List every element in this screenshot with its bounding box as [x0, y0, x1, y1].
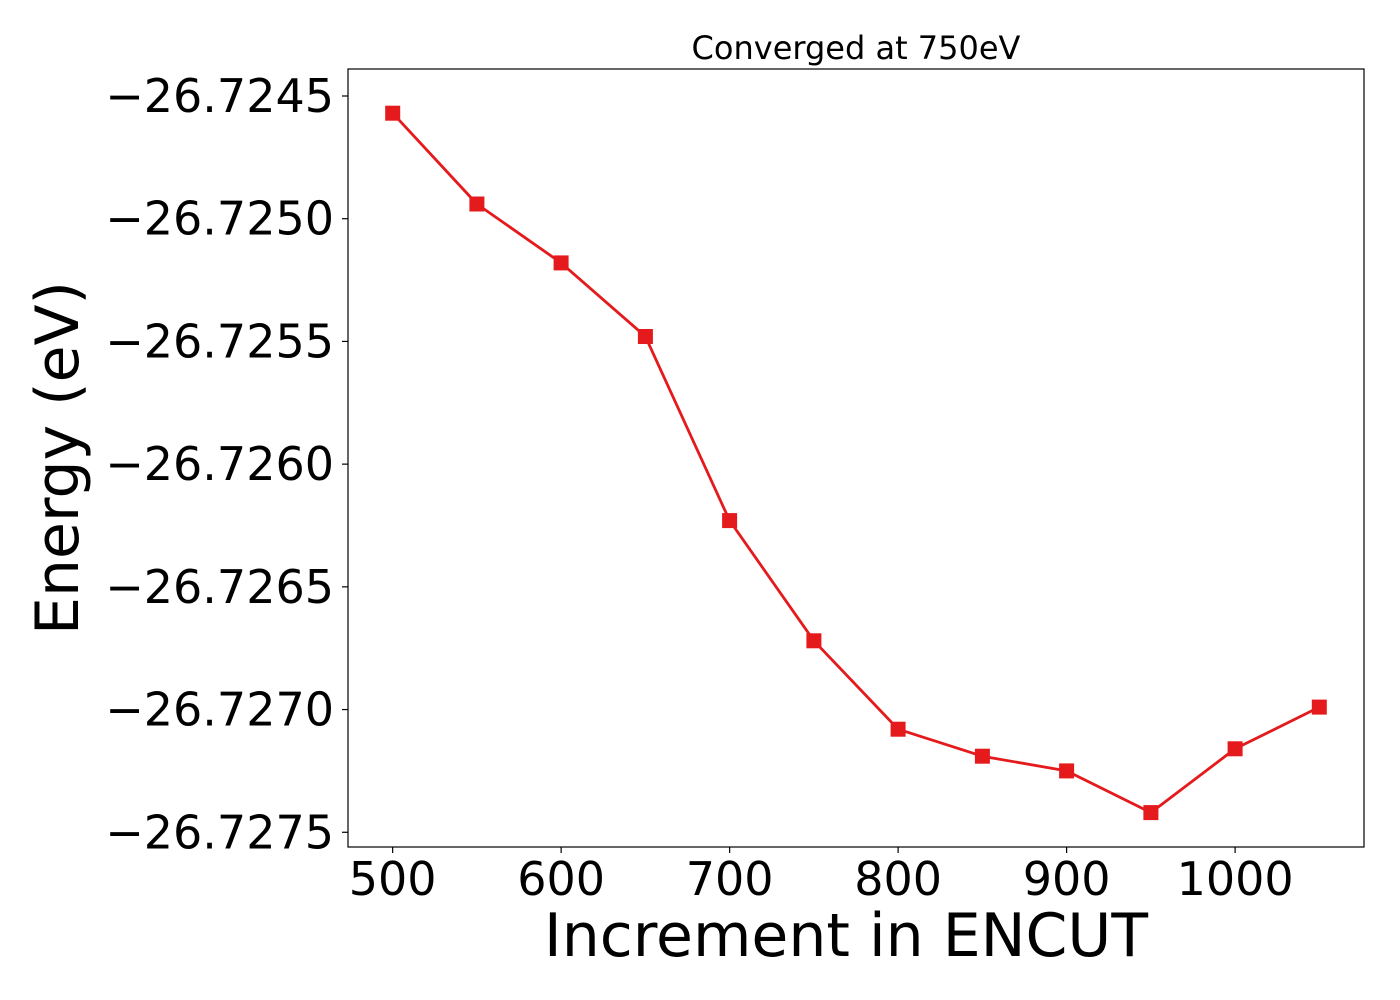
series-layer: [385, 105, 1327, 821]
data-point-marker: [1227, 741, 1243, 757]
data-point-marker: [890, 721, 906, 737]
y-tick-label: −26.7245: [105, 69, 334, 123]
x-tick-label: 800: [854, 852, 942, 906]
data-point-marker: [722, 513, 738, 529]
y-axis-label: Energy (eV): [23, 281, 93, 635]
data-point-marker: [553, 255, 569, 271]
data-point-marker: [1059, 763, 1075, 779]
x-tick-label: 500: [349, 852, 437, 906]
x-tick-label: 900: [1023, 852, 1111, 906]
data-point-marker: [974, 748, 990, 764]
x-tick-label: 1000: [1177, 852, 1294, 906]
y-tick-label: −26.7270: [105, 683, 334, 737]
y-tick-label: −26.7255: [105, 314, 334, 368]
y-tick-label: −26.7275: [105, 805, 334, 859]
ticks-layer: 500 600 700 800 900 1000 −26.7245 −26.7250 −26.7…: [105, 69, 1293, 906]
data-point-marker: [1143, 805, 1159, 821]
y-tick-label: −26.7265: [105, 560, 334, 614]
chart-title: Converged at 750eV: [692, 29, 1021, 67]
y-tick-label: −26.7260: [105, 437, 334, 491]
data-point-marker: [469, 196, 485, 212]
data-point-marker: [1311, 699, 1327, 715]
data-point-marker: [637, 329, 653, 344]
series-line: [391, 111, 1321, 814]
x-axis-label: Increment in ENCUT: [544, 901, 1148, 971]
axes-layer: [347, 68, 1365, 848]
y-tick-label: −26.7250: [105, 192, 334, 246]
plot-frame: [347, 68, 1365, 848]
x-tick-label: 700: [686, 852, 774, 906]
x-tick-label: 600: [517, 852, 605, 906]
data-point-marker: [385, 105, 401, 121]
data-point-marker: [806, 633, 822, 649]
